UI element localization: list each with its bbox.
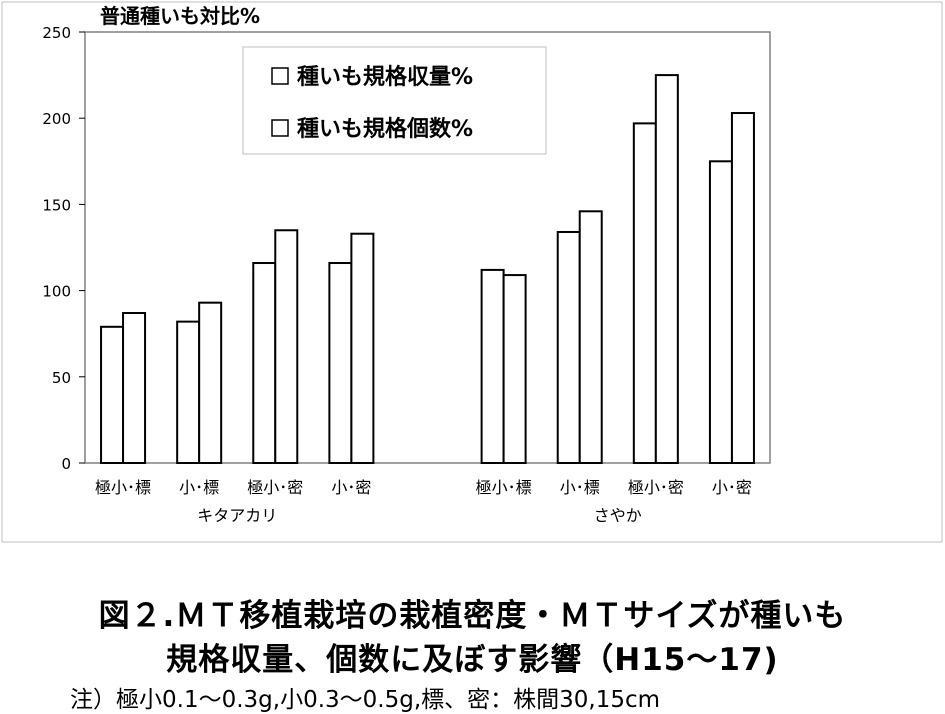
x-group-label: さやか <box>594 506 642 525</box>
bar-yield <box>556 230 581 464</box>
bar-count <box>198 301 223 464</box>
bar-count <box>502 274 527 465</box>
x-category-label: 極小･密 <box>247 478 303 497</box>
bar-yield <box>252 262 277 464</box>
x-category-label: 極小･標 <box>95 478 151 497</box>
y-axis-title: 普通種いも対比% <box>100 4 260 28</box>
bar-count <box>654 74 679 464</box>
bar-chart: 0 50 100 150 200 250 普通種いも対比% 極小･標 小･標 極小･密 小･密キタア… <box>1 1 943 543</box>
y-tick-label: 250 <box>42 24 71 42</box>
legend-box <box>242 46 547 155</box>
bar-yield <box>100 325 125 464</box>
bar-count <box>274 229 299 464</box>
x-group-label: キタアカリ <box>197 506 277 525</box>
chart-area: 0 50 100 150 200 250 普通種いも対比% 極小･標 小･標 極小･密 小･密キタア… <box>1 1 943 543</box>
bar-count <box>122 312 147 464</box>
y-tick-label: 100 <box>42 283 71 301</box>
bar-count <box>350 232 375 464</box>
bar-yield <box>708 160 733 465</box>
figure-note: 注）極小0.1～0.3g,小0.3～0.5g,標、密：株間30,15cm <box>70 687 661 713</box>
x-category-label: 極小･標 <box>476 478 532 497</box>
x-category-label: 小･密 <box>712 478 752 497</box>
bar-yield <box>328 262 353 464</box>
y-tick-label: 200 <box>42 110 71 128</box>
legend-label: 種いも規格個数% <box>297 116 473 142</box>
x-category-label: 小･標 <box>560 478 600 497</box>
legend-swatch <box>271 67 289 85</box>
figure-caption-line-1: 図２.ＭＴ移植栽培の栽植密度・ＭＴサイズが種いも <box>98 598 847 634</box>
legend-label: 種いも規格収量% <box>297 64 473 90</box>
x-category-label: 小･密 <box>331 478 371 497</box>
x-category-label: 小･標 <box>179 478 219 497</box>
legend-swatch <box>271 119 289 137</box>
y-tick-label: 0 <box>61 455 71 473</box>
y-tick-label: 150 <box>42 196 71 214</box>
figure-caption-line-2: 規格収量、個数に及ぼす影響（H15～17) <box>166 642 779 678</box>
bar-count <box>578 210 603 464</box>
bar-yield <box>632 122 657 464</box>
y-tick-label: 50 <box>52 369 71 387</box>
bar-yield <box>176 320 201 464</box>
bar-yield <box>480 268 505 464</box>
bar-count <box>730 112 755 464</box>
x-category-label: 極小･密 <box>628 478 684 497</box>
plot-area <box>84 31 771 464</box>
